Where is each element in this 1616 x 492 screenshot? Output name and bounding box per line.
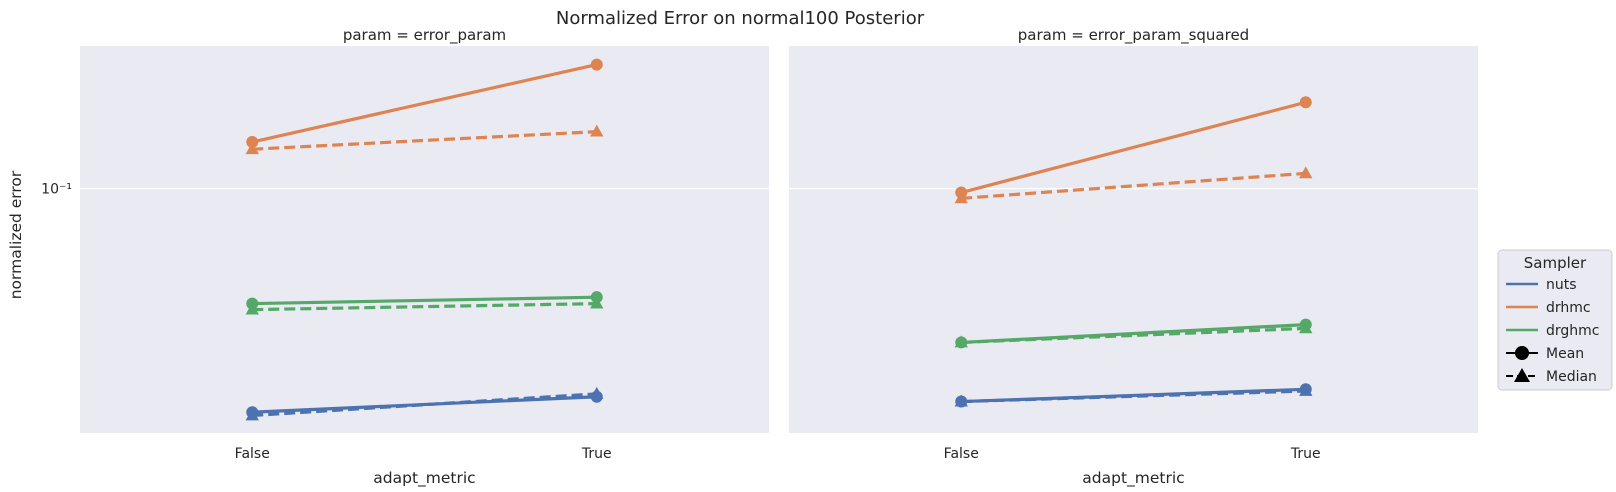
- legend-label: drhmc: [1546, 300, 1591, 316]
- panel-2: False True param = error_param_squaredadap…: [789, 26, 1478, 488]
- legend-marker-circle: [1515, 346, 1529, 360]
- legend-item-median: Median: [1506, 368, 1597, 385]
- x-axis-label: adapt_metric: [1082, 469, 1184, 488]
- plot-area: [80, 46, 769, 433]
- series-line: [960, 100, 1307, 195]
- legend-item-drghmc: drghmc: [1506, 323, 1600, 339]
- data-point-circle: [1299, 96, 1312, 109]
- legend-item-mean: Mean: [1506, 346, 1584, 362]
- panel-1: 10⁻¹ False True param = error_param adapt_me…: [41, 26, 769, 488]
- data-point-triangle: [245, 302, 259, 315]
- data-point-triangle: [1299, 321, 1313, 334]
- series-drghmc-median: [245, 296, 604, 315]
- data-point-triangle: [245, 142, 259, 155]
- series-nuts-median: [245, 386, 604, 421]
- legend-label: drghmc: [1546, 323, 1600, 339]
- data-point-triangle: [1299, 166, 1313, 179]
- series-drhmc-median: [245, 124, 604, 155]
- data-point-triangle: [590, 386, 604, 399]
- legend-title: Sampler: [1524, 254, 1587, 272]
- y-axis-label: normalized error: [7, 170, 25, 299]
- series-drghmc-median: [954, 321, 1313, 348]
- series-line: [961, 171, 1306, 200]
- series-drhmc-mean: [246, 58, 603, 148]
- data-point-triangle: [1299, 383, 1313, 396]
- legend-label: nuts: [1546, 277, 1577, 293]
- data-point-triangle: [590, 296, 604, 309]
- data-point-circle: [246, 135, 259, 148]
- legend-item-nuts: nuts: [1506, 277, 1577, 293]
- x-tick-label: True: [1290, 446, 1321, 462]
- y-tick-label: 10⁻¹: [41, 182, 72, 198]
- data-point-triangle: [954, 335, 968, 348]
- panel-title: param = error_param: [343, 26, 506, 45]
- series-line: [251, 63, 598, 144]
- legend: Sampler nuts drhmc drghmc Mean Median: [1497, 249, 1613, 391]
- data-point-triangle: [954, 191, 968, 204]
- data-point-triangle: [590, 124, 604, 137]
- data-point-triangle: [245, 408, 259, 421]
- series-line: [252, 295, 597, 306]
- series-drhmc-median: [954, 166, 1313, 204]
- data-point-circle: [590, 58, 603, 71]
- series-nuts-median: [954, 383, 1313, 407]
- x-tick-label: True: [581, 446, 612, 462]
- series-line: [252, 302, 597, 312]
- legend-label: Mean: [1546, 346, 1584, 362]
- figure-title: Normalized Error on normal100 Posterior: [556, 8, 925, 29]
- legend-marker-triangle: [1514, 368, 1530, 382]
- x-tick-label: False: [235, 446, 270, 462]
- legend-item-drhmc: drhmc: [1506, 300, 1591, 316]
- x-axis-label: adapt_metric: [373, 469, 475, 488]
- series-line: [252, 392, 597, 418]
- series-line: [961, 326, 1306, 345]
- series-line: [961, 389, 1306, 404]
- data-point-triangle: [954, 394, 968, 407]
- panel-title: param = error_param_squared: [1018, 26, 1249, 45]
- series-line: [252, 130, 597, 151]
- legend-label: Median: [1546, 369, 1597, 385]
- facet-panels: 10⁻¹ False True param = error_param adapt_me…: [41, 26, 1478, 488]
- x-tick-label: False: [944, 446, 979, 462]
- series-line: [252, 395, 597, 414]
- plot-area: [789, 46, 1478, 433]
